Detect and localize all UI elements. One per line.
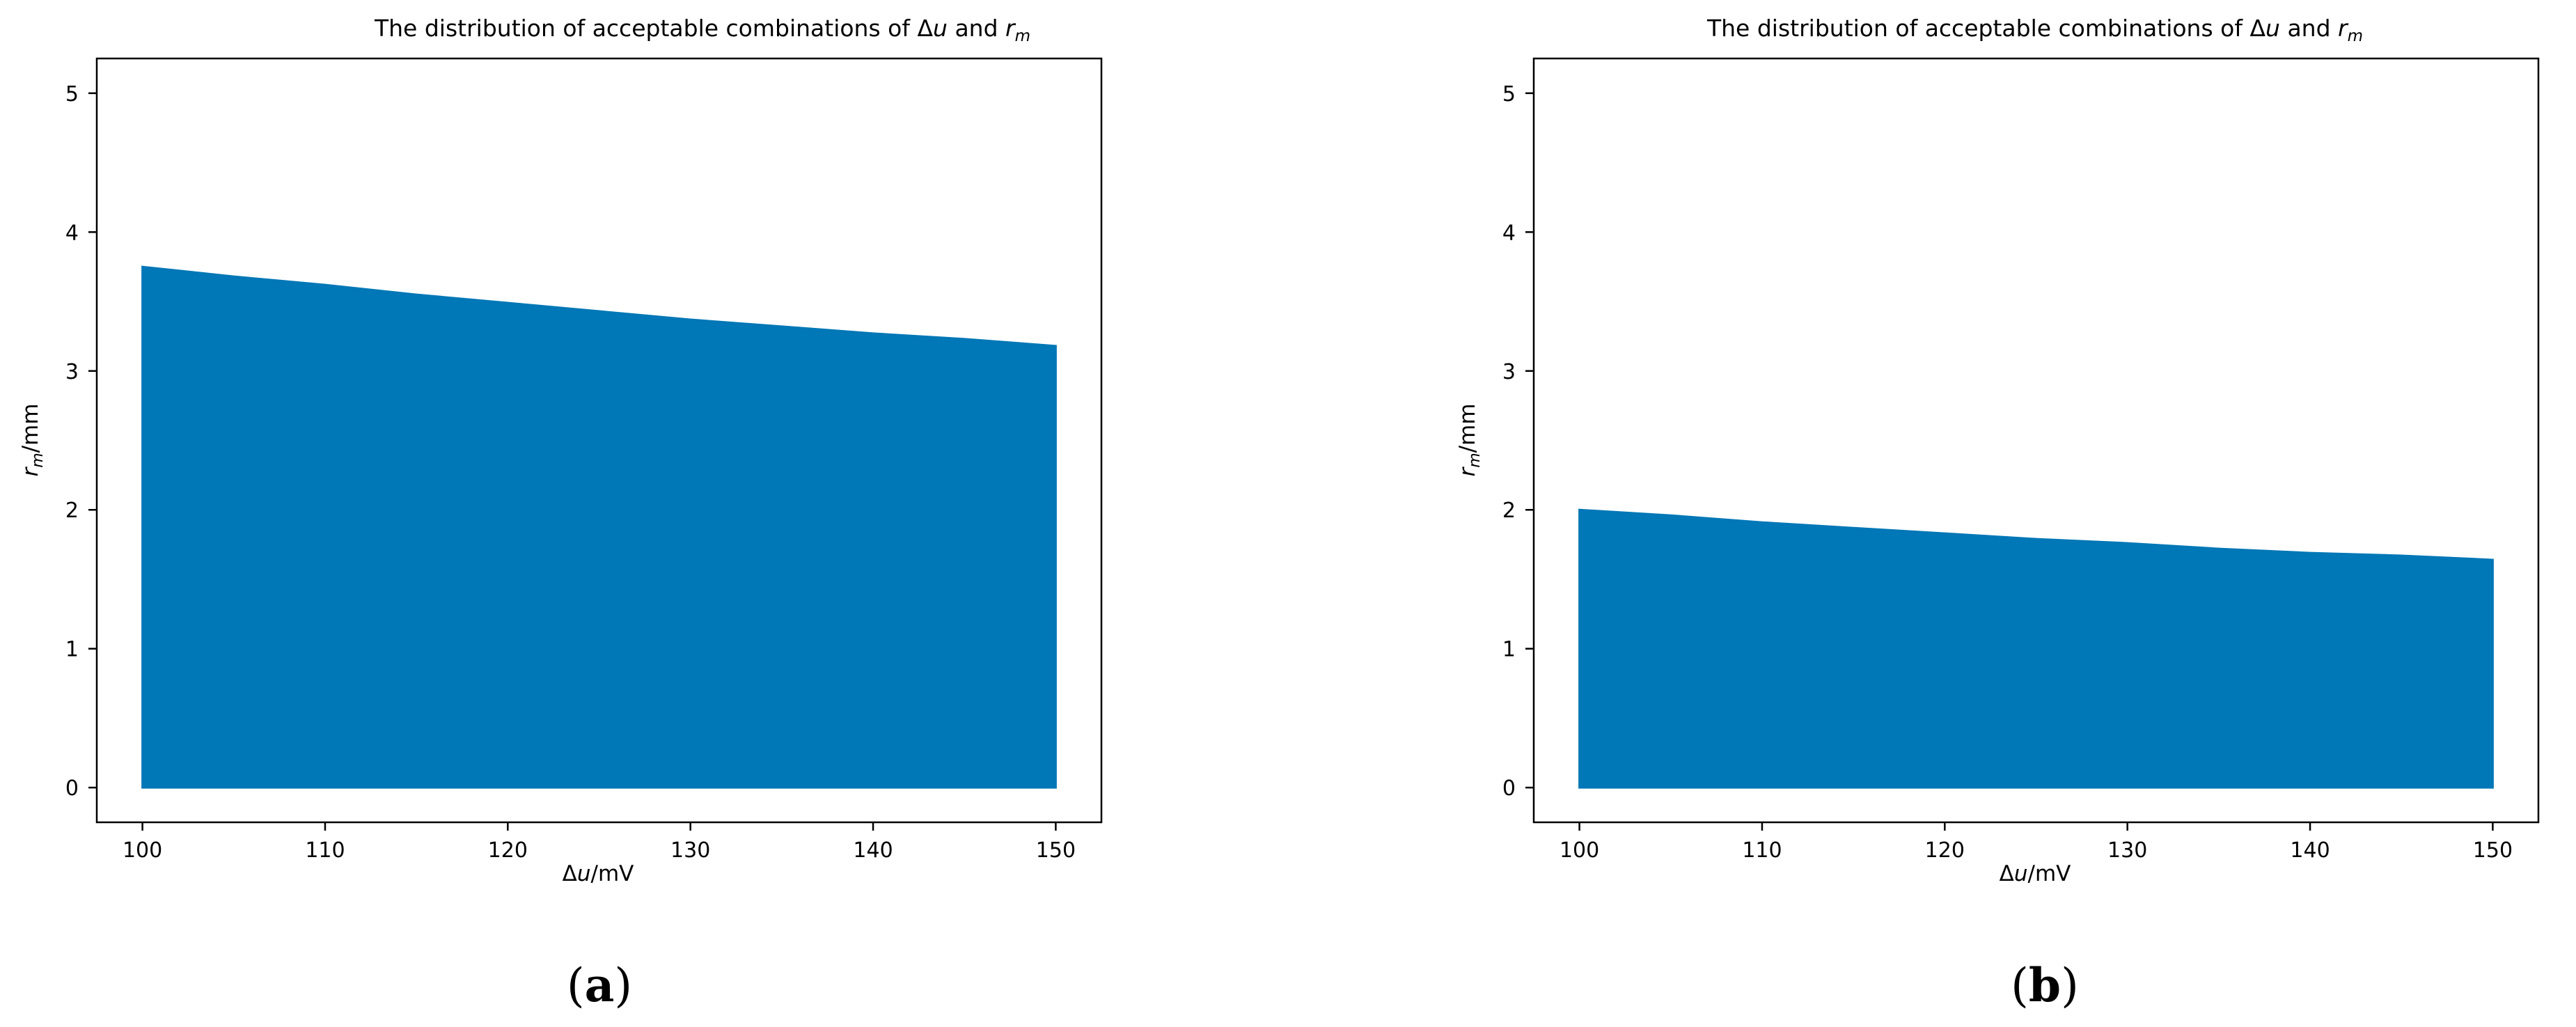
y-tick-label-b: 0 bbox=[1502, 776, 1516, 801]
y-tick-label-a: 3 bbox=[65, 360, 79, 384]
y-axis-label-a: rm/mm bbox=[18, 403, 47, 476]
panel-label-b: (b) bbox=[2011, 958, 2079, 1012]
acceptable-region-b bbox=[1578, 508, 2494, 789]
x-tick-label-a: 110 bbox=[305, 838, 345, 863]
x-tick-label-a: 130 bbox=[670, 838, 710, 863]
acceptable-region-a bbox=[141, 265, 1057, 789]
y-axis-label-b: rm/mm bbox=[1455, 403, 1484, 476]
x-axis-label-a: Δu/mV bbox=[563, 861, 634, 886]
y-tick-label-a: 5 bbox=[65, 82, 79, 107]
x-tick-label-b: 130 bbox=[2107, 838, 2147, 863]
x-axis-label-b: Δu/mV bbox=[2000, 861, 2071, 886]
x-tick-label-a: 100 bbox=[123, 838, 162, 863]
chart-title-b: The distribution of acceptable combinati… bbox=[1706, 15, 2363, 45]
y-tick-label-b: 3 bbox=[1502, 360, 1516, 384]
x-tick-label-b: 150 bbox=[2473, 838, 2513, 863]
x-tick-label-a: 150 bbox=[1036, 838, 1076, 863]
y-tick-label-a: 2 bbox=[65, 499, 79, 523]
y-tick-label-b: 2 bbox=[1502, 499, 1516, 523]
panel-a: The distribution of acceptable combinati… bbox=[18, 15, 1103, 1012]
y-tick-label-b: 5 bbox=[1502, 82, 1516, 107]
panel-label-a: (a) bbox=[567, 958, 632, 1012]
panel-b: The distribution of acceptable combinati… bbox=[1455, 15, 2540, 1012]
x-tick-label-b: 110 bbox=[1742, 838, 1782, 863]
y-tick-label-a: 4 bbox=[65, 221, 79, 245]
x-tick-label-b: 120 bbox=[1925, 838, 1965, 863]
plot-area-a: 100 110 120 130 140 150 0 1 2 3 4 5 bbox=[65, 57, 1103, 863]
x-tick-label-a: 120 bbox=[488, 838, 528, 863]
x-tick-label-b: 100 bbox=[1560, 838, 1599, 863]
y-tick-label-b: 4 bbox=[1502, 221, 1516, 245]
x-tick-label-a: 140 bbox=[853, 838, 893, 863]
y-tick-label-a: 1 bbox=[65, 638, 79, 662]
y-tick-label-b: 1 bbox=[1502, 638, 1516, 662]
axes-frame-b bbox=[1532, 57, 2540, 824]
y-tick-label-a: 0 bbox=[65, 776, 79, 801]
axes-frame-a bbox=[95, 57, 1103, 824]
chart-title-a: The distribution of acceptable combinati… bbox=[374, 15, 1030, 45]
plot-area-b: 100 110 120 130 140 150 0 1 2 3 4 5 bbox=[1502, 57, 2540, 863]
x-tick-label-b: 140 bbox=[2290, 838, 2330, 863]
